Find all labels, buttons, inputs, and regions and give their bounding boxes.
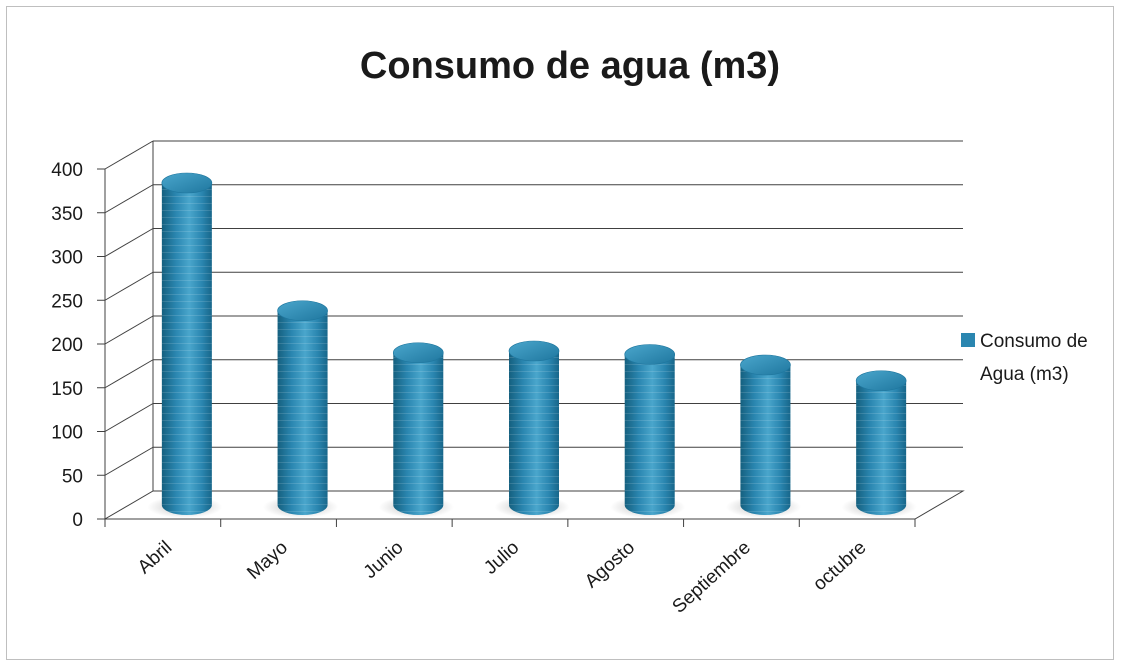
bar-texture	[509, 351, 559, 515]
bar-abril	[147, 172, 223, 518]
y-tick-label: 200	[51, 335, 83, 356]
y-tick-label: 300	[51, 248, 83, 269]
bar-octubre	[841, 370, 917, 518]
gridline-side	[104, 403, 154, 432]
chart-title: Consumo de agua (m3)	[360, 45, 780, 87]
y-tick-label: 150	[51, 379, 83, 400]
legend-label-line-1: Consumo de	[980, 331, 1088, 352]
y-tick-label: 350	[51, 204, 83, 225]
x-tick-label: Agosto	[581, 537, 639, 592]
y-tick-label: 50	[62, 466, 83, 487]
y-tick-label: 250	[51, 291, 83, 312]
bar-cap	[161, 172, 213, 194]
bar-agosto	[610, 344, 686, 518]
bar-series	[147, 172, 917, 518]
legend-swatch	[961, 333, 975, 347]
bar-cap	[624, 344, 676, 365]
x-tick-label: Abril	[134, 537, 176, 578]
x-axis: Abril Mayo Junio Julio Agosto Septiembre octub…	[104, 519, 916, 618]
bar-texture	[856, 380, 907, 515]
bar-junio	[378, 342, 454, 518]
bar-julio	[494, 340, 570, 518]
bar-cap	[392, 342, 444, 364]
chart-floor	[103, 490, 965, 520]
x-tick-label: Septiembre	[669, 537, 755, 618]
x-tick-label: Julio	[480, 537, 523, 579]
chart-frame	[6, 6, 1114, 660]
gridline-side	[104, 271, 154, 301]
gridline-side	[104, 184, 154, 214]
y-tick-label: 400	[51, 160, 83, 181]
bar-texture	[624, 354, 675, 515]
bar-mayo	[263, 300, 339, 518]
bar-texture	[277, 310, 328, 515]
gridline-side	[104, 359, 154, 389]
gridline-side	[104, 446, 154, 476]
bar-texture	[161, 183, 212, 515]
x-tick-label: octubre	[809, 537, 870, 595]
bar-septiembre	[725, 354, 801, 518]
bar-texture	[393, 352, 444, 515]
x-tick-label: Mayo	[243, 537, 292, 584]
bar-cap	[855, 370, 907, 392]
bar-texture	[740, 365, 791, 515]
bar-cap	[277, 300, 328, 322]
gridline-side	[104, 140, 154, 170]
bar-cap	[508, 340, 560, 362]
y-axis: 0 50 100 150 200 250 300 350 400	[51, 160, 106, 531]
y-tick-label: 100	[51, 423, 83, 444]
gridline-side	[104, 228, 154, 257]
gridline-side	[104, 315, 154, 345]
y-tick-label: 0	[72, 510, 83, 531]
legend: Consumo de Agua (m3)	[961, 331, 1088, 385]
legend-label-line-2: Agua (m3)	[980, 364, 1069, 385]
x-tick-label: Junio	[360, 537, 408, 583]
bar-cap	[740, 354, 791, 376]
